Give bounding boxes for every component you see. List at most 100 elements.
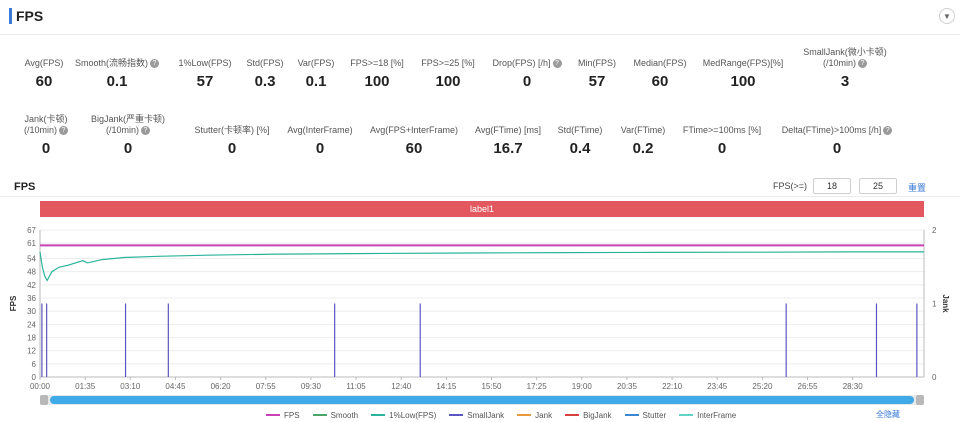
time-range-scrollbar[interactable] (40, 395, 924, 405)
metric-label-text: FTime>=100ms [%] (682, 125, 762, 135)
legend-item[interactable]: BigJank (565, 409, 612, 421)
metric-label: Std(FPS) (205, 58, 325, 69)
legend-item[interactable]: FPS (266, 409, 300, 421)
x-tick-label: 26:55 (798, 382, 819, 391)
metric-label-text: Smooth(流畅指数) (74, 58, 148, 68)
metric-label: FPS>=18 [%] (317, 58, 437, 69)
metric-summary_row2-7: Var(FTime) 0.2 (583, 125, 703, 157)
fps-threshold-label: FPS(>=) (773, 181, 808, 191)
metric-label2-text: (/10min) (105, 125, 139, 135)
metric-summary_row2-8: FTime>=100ms [%] 0 (662, 125, 782, 157)
legend-item[interactable]: InterFrame (679, 409, 736, 421)
metric-label: Avg(FPS+InterFrame) (354, 125, 474, 136)
x-tick-label: 14:15 (436, 382, 457, 391)
metric-value: 100 (364, 73, 390, 90)
fps-threshold-input-2[interactable] (859, 178, 897, 194)
metric-value: 0.4 (569, 140, 591, 157)
collapse-chevron-icon[interactable]: ▼ (939, 8, 955, 24)
metric-label-text: Min(FPS) (578, 58, 616, 68)
legend-item[interactable]: SmallJank (449, 409, 504, 421)
scrollbar-left-handle[interactable] (40, 395, 48, 405)
x-tick-label: 22:10 (662, 382, 683, 391)
metric-value: 100 (435, 73, 461, 90)
x-tick-label: 20:35 (617, 382, 638, 391)
metric-label: Delta(FTime)>100ms [/h]? (777, 125, 897, 136)
x-tick-label: 01:35 (75, 382, 96, 391)
y-tick-label: 12 (27, 347, 36, 356)
metric-label-text: 1%Low(FPS) (178, 58, 232, 68)
legend-label: FPS (284, 410, 300, 420)
metric-value: 0.1 (305, 73, 327, 90)
legend-swatch (312, 414, 327, 416)
series-line-1-low-fps- (39, 251, 924, 282)
x-tick-label: 19:00 (572, 382, 593, 391)
metric-summary_row2-3: Avg(InterFrame) 0 (260, 125, 380, 157)
scrollbar-right-handle[interactable] (916, 395, 924, 405)
help-icon[interactable]: ? (150, 59, 159, 69)
metric-label: SmallJank(微小卡顿) (785, 47, 905, 58)
metric-summary_row1-3: Std(FPS) 0.3 (205, 58, 325, 90)
legend-item[interactable]: 1%Low(FPS) (371, 409, 436, 421)
metric-summary_row1-2: 1%Low(FPS) 57 (145, 58, 265, 90)
label-band[interactable]: label1 (40, 201, 924, 217)
y-tick-label: 42 (27, 281, 36, 290)
metric-label-text: Drop(FPS) [/h] (492, 58, 551, 68)
metric-label-text: BigJank(严重卡顿) (90, 114, 165, 124)
metric-value: 0.1 (106, 73, 128, 90)
y-tick-label: 48 (27, 268, 36, 277)
metric-value: 57 (196, 73, 214, 90)
legend-swatch (266, 414, 280, 416)
scrollbar-range[interactable] (50, 396, 914, 404)
y-tick-label: 18 (27, 334, 36, 343)
x-tick-label: 28:30 (843, 382, 864, 391)
metric-label-text: FPS>=18 [%] (350, 58, 404, 68)
help-icon[interactable]: ? (858, 59, 867, 69)
metric-label: Avg(FPS) (0, 58, 104, 69)
metric-summary_row2-1: BigJank(严重卡顿) (/10min)? 0 (68, 114, 188, 157)
section-header: FPS ▼ (0, 0, 960, 35)
metric-value: 100 (730, 73, 756, 90)
metric-value: 0 (123, 140, 133, 157)
metric-value: 0 (315, 140, 325, 157)
metric-label-line2: (/10min)? (0, 125, 106, 136)
metric-label-text: Avg(InterFrame) (287, 125, 353, 135)
fps-threshold-input-1[interactable] (813, 178, 851, 194)
metric-value: 57 (588, 73, 606, 90)
legend-swatch (449, 414, 464, 416)
legend-item[interactable]: Stutter (624, 409, 666, 421)
y2-tick-label: 1 (932, 300, 937, 309)
metric-label: Var(FTime) (583, 125, 703, 136)
y-tick-label: 54 (27, 255, 36, 264)
metric-label: Drop(FPS) [/h]? (467, 58, 587, 69)
x-tick-label: 15:50 (481, 382, 502, 391)
metric-label: 1%Low(FPS) (145, 58, 265, 69)
x-tick-label: 00:00 (30, 382, 51, 391)
metric-value: 0.3 (254, 73, 276, 90)
legend-item[interactable]: Smooth (312, 409, 358, 421)
metric-label: BigJank(严重卡顿) (68, 114, 188, 125)
help-icon[interactable]: ? (59, 126, 68, 136)
legend-label: Jank (535, 410, 553, 420)
metric-label-text: MedRange(FPS)[%] (702, 58, 784, 68)
x-tick-label: 23:45 (707, 382, 728, 391)
metric-label-line2: (/10min)? (68, 125, 188, 136)
help-icon[interactable]: ? (883, 126, 893, 136)
legend-swatch (624, 414, 639, 416)
help-icon[interactable]: ? (141, 126, 150, 136)
metric-label-text: Var(FPS) (297, 58, 335, 68)
y-tick-label: 6 (32, 360, 37, 369)
metric-label: FTime>=100ms [%] (662, 125, 782, 136)
y-axis-title: FPS (9, 295, 18, 311)
legend-item[interactable]: Jank (517, 409, 552, 421)
help-icon[interactable]: ? (552, 59, 562, 69)
metric-value: 0 (41, 140, 51, 157)
metric-summary_row1-1: Smooth(流畅指数)? 0.1 (57, 58, 177, 90)
x-tick-label: 11:05 (346, 382, 366, 391)
metric-summary_row2-2: Stutter(卡顿率) [%] 0 (172, 125, 292, 157)
y2-tick-label: 2 (932, 226, 937, 235)
metric-label: Median(FPS) (600, 58, 720, 69)
reset-button[interactable]: 重置 (908, 183, 927, 193)
hide-all-button[interactable]: 全隐藏 (876, 410, 900, 419)
legend-swatch (565, 414, 580, 416)
